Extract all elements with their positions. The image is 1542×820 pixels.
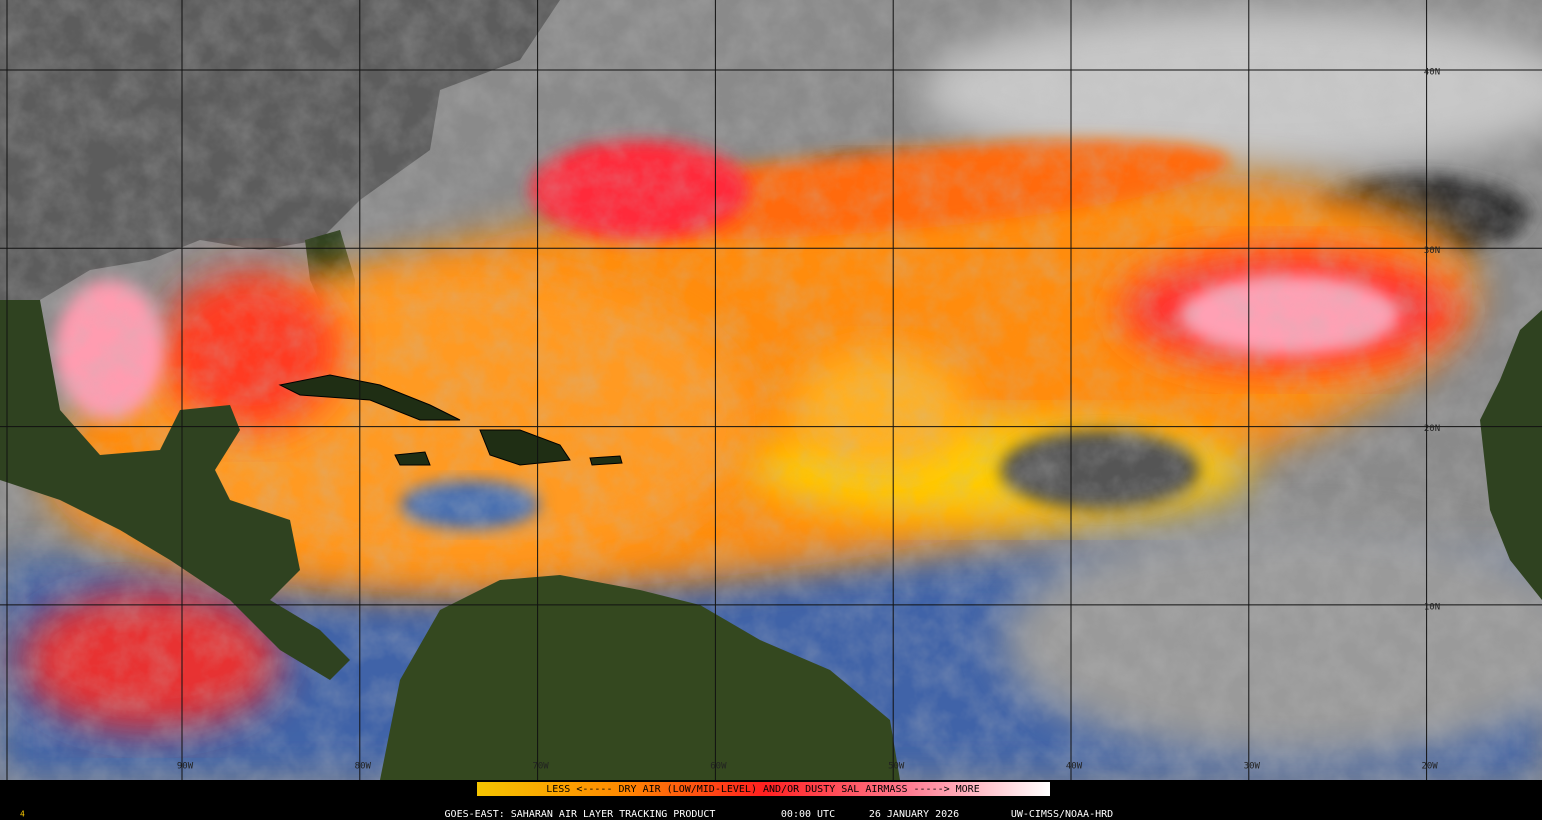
latitude-label: 20N	[1424, 424, 1440, 434]
longitude-label: 90W	[177, 762, 194, 772]
color-ramp	[477, 782, 1050, 796]
land-jamaica	[394, 451, 431, 466]
latitude-label: 40N	[1424, 68, 1440, 78]
longitude-label: 40W	[1066, 762, 1083, 772]
legend-text: LESS <----- DRY AIR (LOW/MID-LEVEL) AND/…	[546, 784, 979, 795]
latitude-label: 30N	[1424, 246, 1440, 256]
longitude-label: 50W	[888, 762, 905, 772]
land-cuba	[278, 374, 461, 421]
date: 26 JANUARY 2026	[869, 809, 959, 820]
longitude-label: 70W	[532, 762, 549, 772]
longitude-label: 60W	[710, 762, 727, 772]
imagery	[0, 0, 1542, 780]
frame-number: 4	[20, 810, 25, 819]
time: 00:00 UTC	[781, 809, 835, 820]
graticule-labels: 40N 30N 20N 10N 90W 80W 70W 60W 50W 40W 30W 20W	[177, 68, 1440, 772]
product-name: GOES-EAST: SAHARAN AIR LAYER TRACKING PR…	[445, 809, 716, 820]
land-africa	[1480, 310, 1542, 600]
latitude-label: 10N	[1424, 602, 1440, 612]
longitude-label: 80W	[355, 762, 372, 772]
longitude-label: 30W	[1244, 762, 1261, 772]
credit: UW-CIMSS/NOAA-HRD	[1011, 809, 1113, 820]
graticule	[0, 0, 1542, 780]
land-mexico-central-america	[0, 300, 350, 680]
land-south-america	[380, 575, 900, 780]
land-puerto-rico	[589, 455, 623, 466]
longitude-label: 20W	[1421, 762, 1438, 772]
land-hispaniola	[479, 429, 571, 466]
